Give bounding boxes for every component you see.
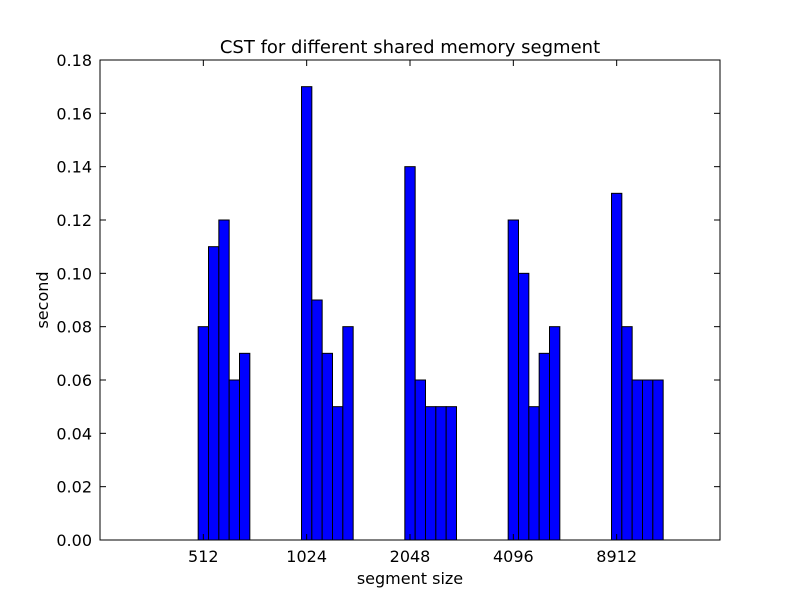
- y-tick-label: 0.18: [56, 51, 92, 70]
- bar-8912-1: [611, 192, 623, 541]
- ticks-layer: 0.00 0.02 0.04 0.06 0.08 0.10 0.12 0.14 0.16 0.18…: [56, 51, 720, 566]
- bar-4096-4: [538, 352, 551, 541]
- bar-4096-1: [507, 219, 519, 541]
- y-tick-label: 0.14: [56, 158, 92, 177]
- y-tick-label: 0.10: [56, 264, 92, 283]
- bar-8912-4: [642, 379, 654, 541]
- y-tick-label: 0.16: [56, 104, 92, 123]
- y-axis-label: second: [33, 271, 52, 328]
- bar-1024-4: [332, 406, 344, 541]
- bar-512-1: [197, 326, 210, 541]
- x-tick-label: 512: [188, 547, 219, 566]
- bar-8912-2: [621, 326, 633, 541]
- plot-frame: [99, 59, 721, 541]
- x-tick-label: 1024: [286, 547, 327, 566]
- bar-1024-5: [342, 326, 354, 541]
- y-tick-label: 0.00: [56, 531, 92, 550]
- y-tick-label: 0.06: [56, 371, 92, 390]
- bar-512-4: [228, 379, 241, 541]
- bar-1024-2: [311, 299, 323, 541]
- bar-4096-3: [528, 406, 540, 541]
- bar-2048-5: [445, 406, 457, 541]
- bar-1024-3: [321, 352, 333, 541]
- y-tick-label: 0.12: [56, 211, 92, 230]
- bar-512-2: [208, 246, 220, 541]
- bar-4096-2: [518, 272, 530, 541]
- bar-2048-3: [425, 406, 437, 541]
- bar-8912-5: [652, 379, 664, 541]
- x-tick-label: 8912: [596, 547, 637, 566]
- bar-8912-3: [631, 379, 644, 541]
- bar-1024-1: [301, 86, 313, 541]
- x-tick-label: 4096: [493, 547, 534, 566]
- bar-512-3: [218, 219, 230, 541]
- x-tick-label: 2048: [390, 547, 431, 566]
- chart-title: CST for different shared memory segment: [220, 37, 600, 58]
- bar-2048-1: [404, 166, 416, 541]
- bar-512-5: [239, 352, 251, 541]
- bar-2048-2: [414, 379, 426, 541]
- y-tick-label: 0.08: [56, 318, 92, 337]
- bar-4096-5: [549, 326, 561, 541]
- bar-2048-4: [435, 406, 447, 541]
- bars-layer: [197, 86, 664, 541]
- y-tick-label: 0.02: [56, 478, 92, 497]
- y-tick-label: 0.04: [56, 424, 92, 443]
- x-axis-label: segment size: [357, 569, 463, 588]
